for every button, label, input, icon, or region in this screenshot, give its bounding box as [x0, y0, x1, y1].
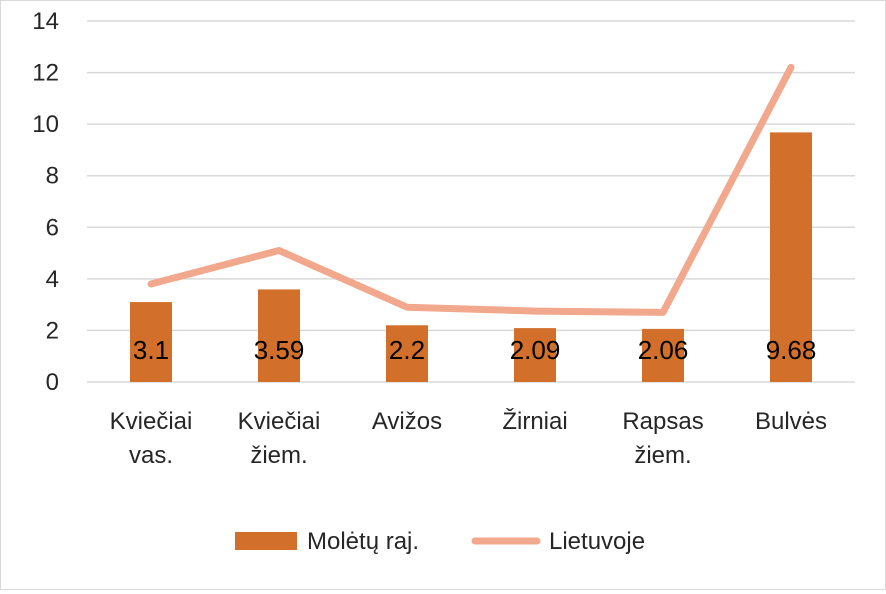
bar-series — [130, 132, 812, 382]
y-tick-label: 12 — [32, 60, 59, 87]
y-tick-label: 10 — [32, 111, 59, 138]
x-category-label: Bulvės — [755, 408, 827, 435]
data-label: 3.1 — [133, 335, 169, 365]
data-label: 9.68 — [766, 335, 817, 365]
x-category-label: Avižos — [372, 408, 442, 435]
data-label: 2.2 — [389, 335, 425, 365]
bar — [130, 302, 172, 382]
data-label: 3.59 — [254, 335, 305, 365]
y-tick-label: 14 — [32, 8, 59, 35]
gridlines — [87, 20, 855, 383]
bar — [258, 289, 300, 382]
legend-label-line: Lietuvoje — [549, 528, 645, 555]
y-tick-label: 4 — [46, 266, 59, 293]
data-label: 2.06 — [638, 335, 689, 365]
legend-bar-swatch — [235, 532, 297, 550]
y-axis-ticks: 0 2 4 6 8 10 12 14 — [32, 8, 59, 396]
data-label: 2.09 — [510, 335, 561, 365]
y-tick-label: 2 — [46, 317, 59, 344]
legend-label-bar: Molėtų raj. — [307, 528, 419, 555]
bar — [642, 328, 684, 382]
y-tick-label: 8 — [46, 163, 59, 190]
x-category-label: Kviečiai žiem. — [238, 408, 321, 469]
legend: Molėtų raj. Lietuvoje — [235, 528, 645, 555]
y-tick-label: 0 — [46, 369, 59, 396]
x-category-label: Kviečiai vas. — [110, 408, 193, 469]
y-tick-label: 6 — [46, 214, 59, 241]
x-category-label: Žirniai — [502, 408, 567, 435]
bar — [514, 328, 556, 382]
bar — [770, 132, 812, 382]
line-series — [147, 63, 795, 316]
line-path — [147, 63, 795, 316]
data-labels: 3.1 3.59 2.2 2.09 2.06 9.68 — [133, 335, 816, 365]
x-axis-categories: Kviečiai vas. Kviečiai žiem. Avižos Žirniai Ra… — [110, 408, 827, 469]
x-category-label: Rapsas žiem. — [622, 408, 703, 469]
bar — [386, 325, 428, 382]
